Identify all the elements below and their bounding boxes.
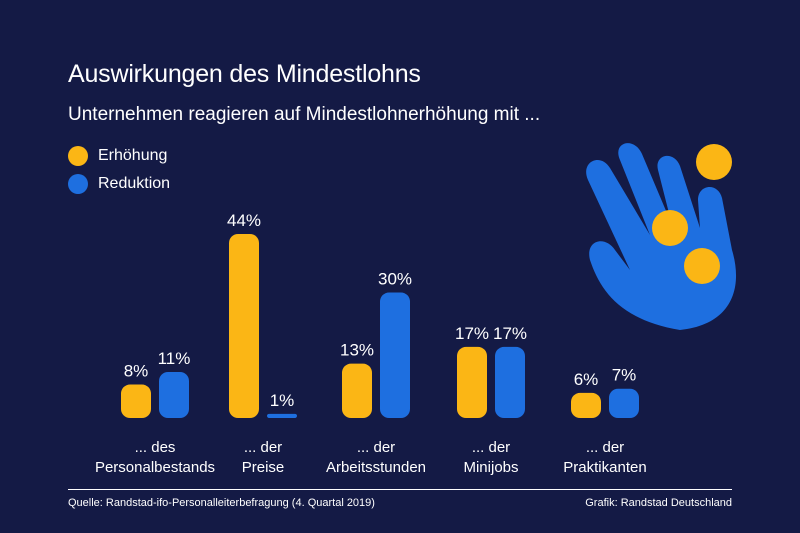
credit-note: Grafik: Randstad Deutschland [585, 497, 732, 509]
category-label-line1-praktikanten: ... der [586, 439, 624, 456]
bar-reduktion-arbeitsstunden [380, 292, 410, 418]
hand-with-coins-icon [586, 143, 737, 330]
legend-label-erhoehung: Erhöhung [98, 147, 168, 164]
legend-item-erhoehung: Erhöhung [68, 142, 170, 170]
chart-subtitle: Unternehmen reagieren auf Mindestlohnerh… [68, 104, 541, 125]
legend-item-reduktion: Reduktion [68, 170, 170, 198]
legend: Erhöhung Reduktion [68, 142, 170, 198]
category-label-line1-arbeitsstunden: ... der [357, 439, 395, 456]
data-label-erhoehung-praktikanten: 6% [574, 370, 599, 389]
data-label-reduktion-minijobs: 17% [493, 324, 527, 343]
chart-title: Auswirkungen des Mindestlohns [68, 60, 421, 88]
category-label-line1-minijobs: ... der [472, 439, 510, 456]
data-label-reduktion-preise: 1% [270, 391, 295, 410]
category-label-line1-preise: ... der [244, 439, 282, 456]
bar-erhoehung-personalbestands [121, 384, 151, 418]
bar-reduktion-personalbestands [159, 372, 189, 418]
category-label-arbeitsstunden: Arbeitsstunden [326, 459, 426, 476]
legend-dot-reduktion [68, 174, 88, 194]
category-label-preise: Preise [242, 459, 285, 476]
data-label-reduktion-praktikanten: 7% [612, 366, 637, 385]
footer-divider [68, 489, 732, 490]
data-label-reduktion-arbeitsstunden: 30% [378, 270, 412, 289]
bar-erhoehung-preise [229, 234, 259, 418]
data-label-reduktion-personalbestands: 11% [158, 349, 191, 368]
legend-dot-erhoehung [68, 146, 88, 166]
bar-erhoehung-arbeitsstunden [342, 363, 372, 418]
category-label-minijobs: Minijobs [463, 459, 518, 476]
data-label-erhoehung-minijobs: 17% [455, 324, 489, 343]
data-label-erhoehung-arbeitsstunden: 13% [340, 341, 374, 360]
category-label-praktikanten: Praktikanten [563, 459, 646, 476]
legend-label-reduktion: Reduktion [98, 175, 171, 192]
bar-reduktion-praktikanten [609, 388, 639, 418]
bar-reduktion-minijobs [495, 346, 525, 418]
category-label-personalbestands: Personalbestands [95, 459, 215, 476]
data-label-erhoehung-preise: 44% [227, 211, 261, 230]
category-label-line1-personalbestands: ... des [135, 439, 176, 456]
source-note: Quelle: Randstad-ifo-Personalleiterbefra… [68, 497, 375, 509]
bar-erhoehung-praktikanten [571, 392, 601, 418]
bar-reduktion-preise [267, 413, 297, 418]
bar-erhoehung-minijobs [457, 346, 487, 418]
data-label-erhoehung-personalbestands: 8% [124, 362, 149, 381]
